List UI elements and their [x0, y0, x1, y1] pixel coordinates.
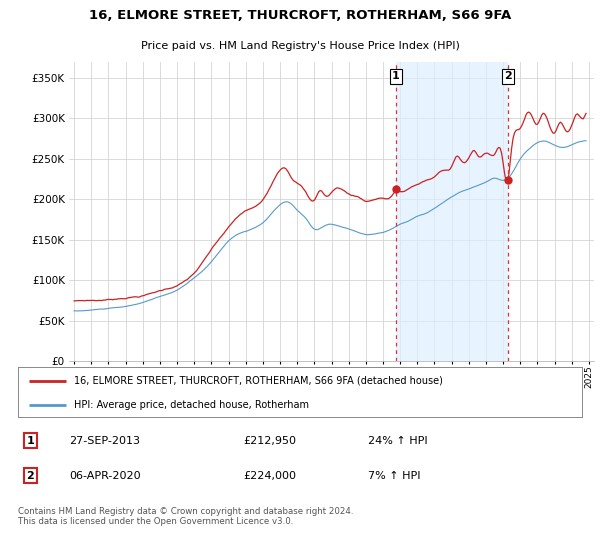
Text: 2: 2: [26, 470, 34, 480]
Text: Price paid vs. HM Land Registry's House Price Index (HPI): Price paid vs. HM Land Registry's House …: [140, 41, 460, 51]
Text: 1: 1: [26, 436, 34, 446]
Text: 7% ↑ HPI: 7% ↑ HPI: [368, 470, 420, 480]
Text: 06-APR-2020: 06-APR-2020: [69, 470, 140, 480]
Text: 2: 2: [504, 71, 512, 81]
Text: HPI: Average price, detached house, Rotherham: HPI: Average price, detached house, Roth…: [74, 400, 310, 409]
Bar: [396, 62, 508, 361]
Text: Contains HM Land Registry data © Crown copyright and database right 2024.
This d: Contains HM Land Registry data © Crown c…: [18, 507, 353, 526]
Text: £212,950: £212,950: [244, 436, 296, 446]
Text: 16, ELMORE STREET, THURCROFT, ROTHERHAM, S66 9FA (detached house): 16, ELMORE STREET, THURCROFT, ROTHERHAM,…: [74, 376, 443, 386]
Text: 27-SEP-2013: 27-SEP-2013: [69, 436, 140, 446]
Text: 16, ELMORE STREET, THURCROFT, ROTHERHAM, S66 9FA: 16, ELMORE STREET, THURCROFT, ROTHERHAM,…: [89, 9, 511, 22]
Text: 24% ↑ HPI: 24% ↑ HPI: [368, 436, 427, 446]
Text: 1: 1: [392, 71, 400, 81]
Text: £224,000: £224,000: [244, 470, 296, 480]
